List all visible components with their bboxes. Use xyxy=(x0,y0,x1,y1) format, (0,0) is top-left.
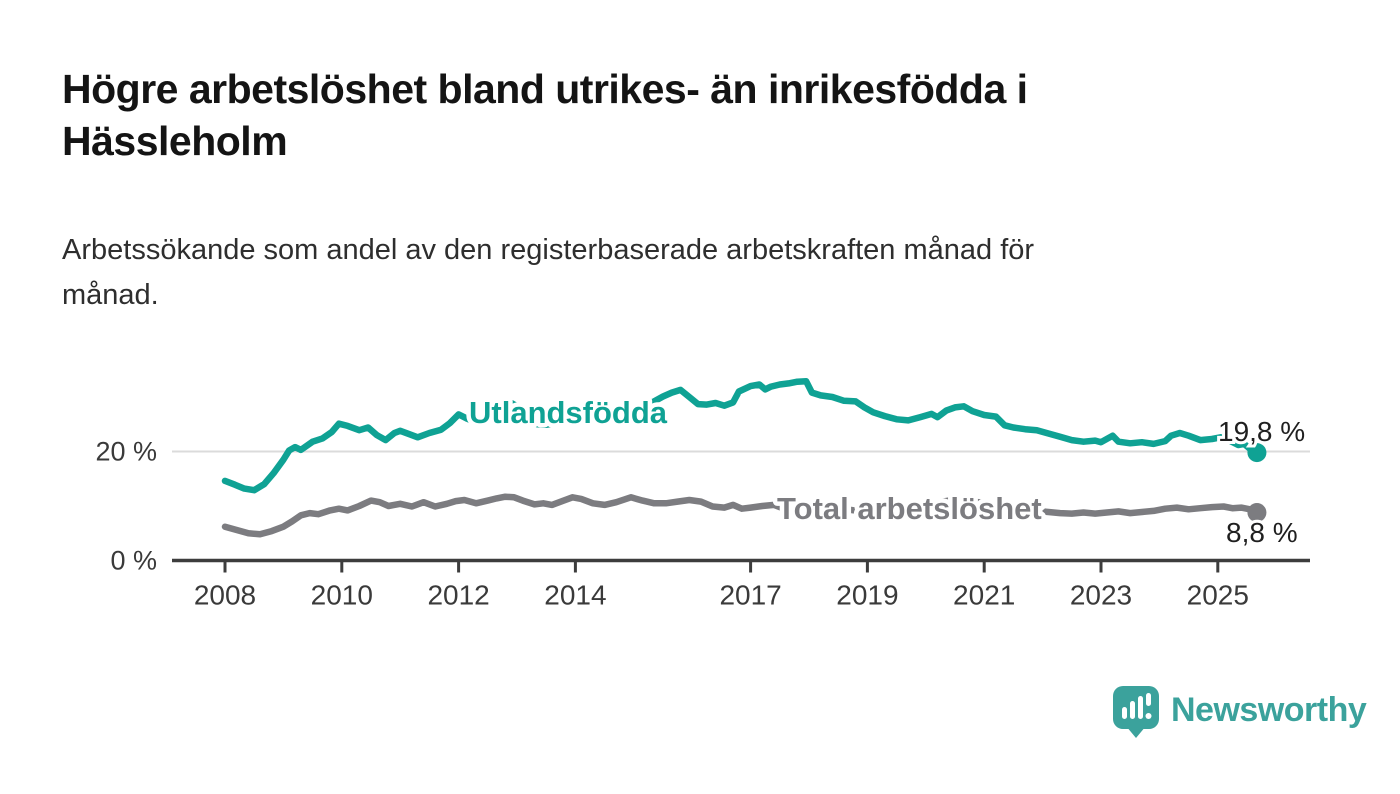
end-dot-total xyxy=(1247,503,1267,523)
newsworthy-wordmark: Newsworthy xyxy=(1171,690,1367,729)
x-axis-label-2014: 2014 xyxy=(544,580,606,611)
series-line-utlandsfodda xyxy=(221,377,1261,494)
x-axis-label-2010: 2010 xyxy=(311,580,373,611)
chart-subtitle: Arbetssökande som andel av den registerb… xyxy=(62,228,1352,318)
title-line-1: Högre arbetslöshet bland utrikes- än inr… xyxy=(62,66,1028,112)
series-label-utlandsfodda: Utlandsfödda xyxy=(469,395,668,430)
x-axis-label-2019: 2019 xyxy=(836,580,898,611)
x-axis-label-2017: 2017 xyxy=(719,580,781,611)
x-axis-label-2012: 2012 xyxy=(427,580,489,611)
series-line-total xyxy=(221,493,1261,538)
end-dot-utlandsfodda xyxy=(1247,443,1267,463)
end-value-label-utlandsfodda: 19,8 % xyxy=(1218,416,1305,447)
subtitle-line-2: månad. xyxy=(62,278,159,311)
newsworthy-speech-bubble-bar-chart-icon xyxy=(1113,686,1159,738)
x-axis-label-2025: 2025 xyxy=(1187,580,1249,611)
line-chart: 0 % 20 % 2008 2010 2012 2014 2017 2019 2021 2023 2… xyxy=(95,377,1310,611)
page-title: Högre arbetslöshet bland utrikes- än inr… xyxy=(62,64,1352,167)
y-axis-label-20: 20 % xyxy=(95,437,157,467)
x-axis-label-2021: 2021 xyxy=(953,580,1015,611)
title-line-2: Hässleholm xyxy=(62,117,288,164)
x-axis-label-2008: 2008 xyxy=(194,580,256,611)
y-axis-label-0: 0 % xyxy=(110,546,157,576)
subtitle-line-1: Arbetssökande som andel av den registerb… xyxy=(62,234,1035,266)
x-axis-label-2023: 2023 xyxy=(1070,580,1132,611)
newsworthy-logo: Newsworthy xyxy=(1113,686,1367,738)
end-value-label-total: 8,8 % xyxy=(1226,517,1298,548)
series-label-total: Total arbetslöshet xyxy=(777,491,1042,526)
